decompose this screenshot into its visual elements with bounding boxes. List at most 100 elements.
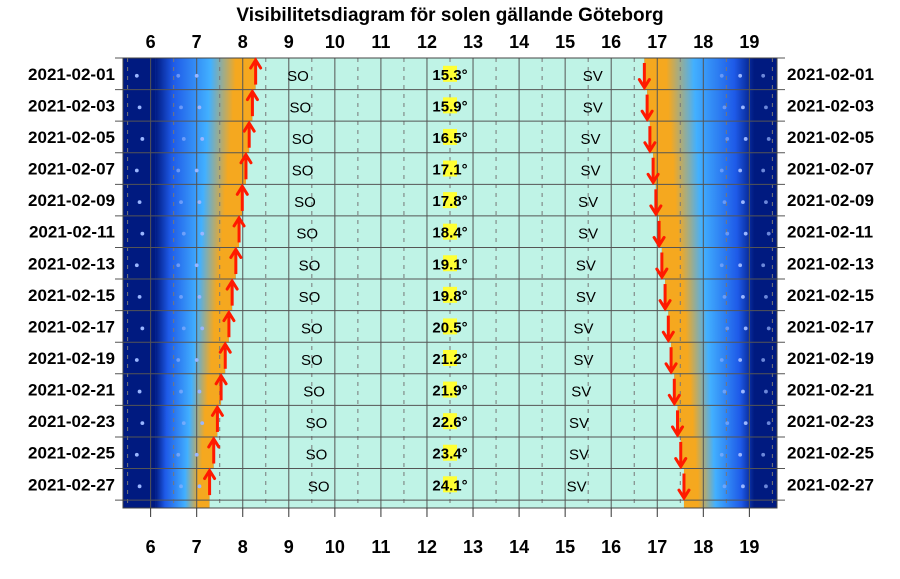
x-tick-label-bottom: 13 xyxy=(463,537,483,557)
row-date-label-left: 2021-02-19 xyxy=(28,349,115,368)
sunrise-direction-label: SO xyxy=(303,384,325,401)
chart-title: Visibilitetsdiagram för solen gällande G… xyxy=(236,5,663,26)
night-dot xyxy=(722,105,727,110)
sunrise-direction-label: SO xyxy=(301,320,323,337)
max-altitude-label: 20.5° xyxy=(432,319,467,336)
sunset-arrow xyxy=(652,220,666,249)
twilight-evening xyxy=(680,436,754,470)
noon-marker xyxy=(443,255,457,272)
max-altitude-label: 16.5° xyxy=(432,130,467,147)
max-altitude-label: 17.8° xyxy=(432,193,467,210)
x-tick-label-bottom: 17 xyxy=(647,537,667,557)
twilight-morning xyxy=(155,247,236,280)
arrow-head xyxy=(674,457,688,470)
arrow-head xyxy=(245,88,259,102)
arrow-head xyxy=(239,151,253,165)
noon-marker xyxy=(443,444,457,461)
sunrise-direction-label: SO xyxy=(287,68,309,85)
x-tick-label-top: 8 xyxy=(238,32,248,52)
night-dot xyxy=(761,263,766,268)
night-dot xyxy=(761,73,766,78)
night-band-left xyxy=(123,405,156,438)
arrow-head xyxy=(225,278,239,291)
night-dot xyxy=(766,326,771,331)
twilight-morning xyxy=(155,405,218,438)
night-dot xyxy=(743,137,748,141)
night-dot xyxy=(181,421,186,426)
night-dot xyxy=(197,389,202,394)
row-date-label-right: 2021-02-11 xyxy=(787,223,873,242)
max-altitude-label: 21.9° xyxy=(432,383,467,400)
noon-marker xyxy=(443,223,457,240)
noon-marker xyxy=(443,65,457,82)
sunset-direction-label: SV xyxy=(578,226,598,243)
sunset-arrow xyxy=(671,410,685,438)
row-date-label-right: 2021-02-15 xyxy=(787,286,874,305)
noon-marker xyxy=(443,381,457,398)
sunset-arrow xyxy=(661,315,675,344)
x-tick-label-bottom: 11 xyxy=(371,537,390,557)
night-band-right xyxy=(753,121,777,154)
night-dot xyxy=(738,168,743,173)
x-tick-label-top: 10 xyxy=(325,32,345,52)
x-tick-label-bottom: 12 xyxy=(417,537,437,557)
night-dot xyxy=(741,105,745,110)
noon-marker xyxy=(443,476,457,493)
arrow-head xyxy=(235,183,249,196)
noon-marker xyxy=(443,128,457,145)
marks-layer xyxy=(134,57,771,501)
sunset-arrow xyxy=(658,284,672,312)
row-date-label-left: 2021-02-17 xyxy=(28,317,115,336)
arrow-head xyxy=(203,467,217,481)
night-dot xyxy=(743,421,748,426)
row-date-label-left: 2021-02-11 xyxy=(29,223,115,242)
arrow-head xyxy=(667,393,681,407)
sunrise-direction-label: SO xyxy=(292,163,314,180)
noon-marker xyxy=(443,318,457,335)
arrow-head xyxy=(664,362,678,375)
noon-marker xyxy=(443,286,457,303)
sunset-arrow xyxy=(649,189,663,217)
arrow-head xyxy=(232,215,246,228)
sunset-direction-label: SV xyxy=(580,163,600,180)
night-dot xyxy=(766,137,771,141)
night-band-left xyxy=(123,310,156,343)
night-dot xyxy=(200,326,205,331)
night-dot xyxy=(743,231,748,236)
twilight-morning xyxy=(155,279,233,312)
night-dot xyxy=(197,484,202,489)
sunrise-direction-label: SO xyxy=(289,99,311,116)
sunset-direction-label: SV xyxy=(578,194,598,211)
night-band-right xyxy=(753,436,777,470)
night-dot xyxy=(176,452,181,457)
x-tick-label-top: 13 xyxy=(463,32,483,52)
night-band-right xyxy=(753,215,777,249)
night-dot xyxy=(137,389,142,394)
arrow-head xyxy=(671,425,685,438)
night-dot xyxy=(764,105,768,110)
x-tick-label-top: 6 xyxy=(146,32,156,52)
noon-marker xyxy=(443,413,457,430)
twilight-evening xyxy=(644,58,754,91)
text-layer: Visibilitetsdiagram för solen gällande G… xyxy=(28,5,874,557)
sunset-direction-label: SV xyxy=(583,99,603,116)
arrow-head xyxy=(637,78,651,91)
x-tick-label-top: 17 xyxy=(647,32,667,52)
twilight-morning xyxy=(155,89,253,122)
sunrise-direction-label: SO xyxy=(299,289,321,306)
sunrise-arrow xyxy=(242,120,256,148)
arrow-head xyxy=(658,299,672,312)
night-dot xyxy=(200,421,205,426)
x-tick-label-top: 7 xyxy=(192,32,202,52)
sunrise-direction-label: SO xyxy=(299,257,321,274)
night-dot xyxy=(738,358,743,362)
x-tick-label-bottom: 8 xyxy=(238,537,248,557)
night-dot xyxy=(197,294,202,299)
night-dot xyxy=(738,263,743,268)
sunrise-arrow xyxy=(210,404,224,432)
night-band-left xyxy=(123,436,156,470)
row-date-label-left: 2021-02-07 xyxy=(28,160,115,179)
twilight-morning xyxy=(155,436,214,470)
